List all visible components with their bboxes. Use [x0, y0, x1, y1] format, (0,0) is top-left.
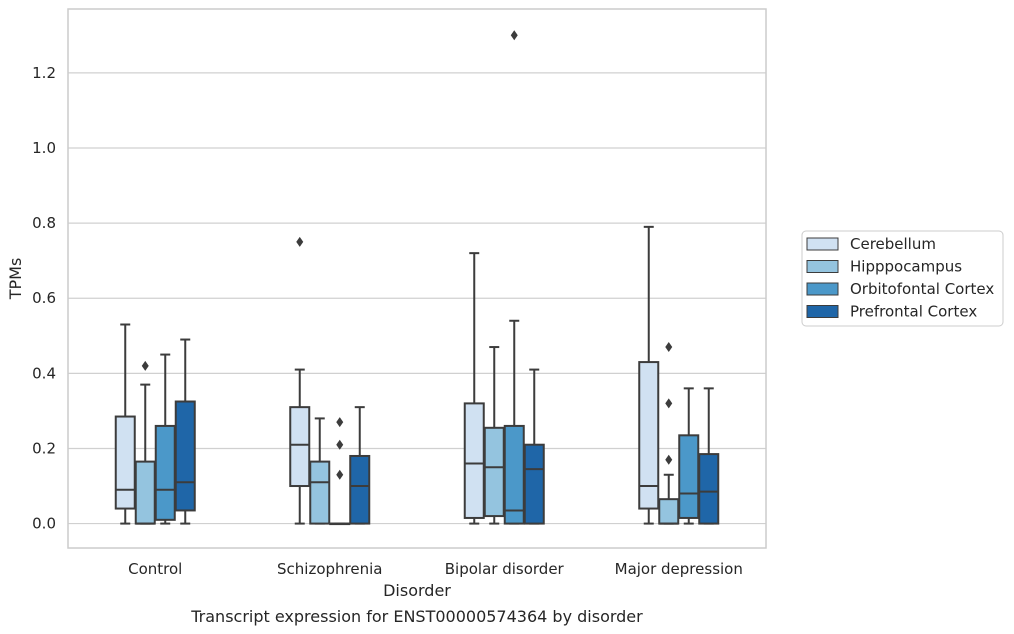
flier-point	[665, 342, 673, 353]
box-group	[114, 323, 136, 525]
box-group	[483, 346, 505, 525]
box-plot-boxes	[114, 30, 720, 526]
box-iqr	[154, 424, 176, 521]
box-iqr	[309, 460, 331, 525]
legend-label: Orbitofontal Cortex	[850, 280, 994, 298]
box-group	[523, 368, 545, 525]
legend-swatch	[806, 260, 839, 273]
x-tick-label: Control	[128, 560, 182, 578]
y-tick-label: 0.6	[32, 289, 56, 307]
flier-point	[296, 236, 304, 247]
box-group	[289, 236, 311, 525]
legend-label: Cerebellum	[850, 235, 936, 253]
x-axis-ticks: Control Schizophrenia Bipolar disorder Majo…	[128, 560, 743, 578]
box-group	[134, 360, 156, 525]
x-tick-label: Bipolar disorder	[445, 560, 565, 578]
box-iqr	[658, 498, 680, 525]
y-axis-title: TPMs	[6, 258, 25, 301]
box-iqr	[698, 453, 720, 525]
legend-label: Prefrontal Cortex	[850, 303, 977, 321]
box-group	[503, 30, 525, 525]
box-iqr	[349, 454, 371, 525]
box-group	[698, 387, 720, 525]
y-tick-label: 1.2	[32, 64, 56, 82]
y-tick-label: 0.0	[32, 515, 56, 533]
flier-point	[665, 454, 673, 465]
x-axis-title: Disorder	[383, 581, 451, 600]
box-iqr	[463, 402, 485, 519]
box-iqr	[134, 460, 156, 525]
chart-caption: Transcript expression for ENST0000057436…	[190, 607, 643, 626]
legend-swatch	[806, 282, 839, 296]
flier-point	[336, 439, 344, 450]
y-tick-label: 0.2	[32, 439, 56, 457]
y-tick-label: 0.4	[32, 364, 56, 382]
legend: Cerebellum Hipppocampus Orbitofontal Corte…	[801, 230, 1004, 327]
box-iqr	[678, 434, 700, 519]
plot-frame	[67, 8, 767, 549]
box-iqr	[289, 406, 311, 488]
box-iqr	[503, 424, 525, 525]
flier-point	[510, 30, 518, 41]
legend-swatch	[806, 237, 839, 251]
y-tick-label: 1.0	[32, 139, 56, 157]
box-group	[658, 342, 680, 525]
box-iqr	[174, 400, 196, 512]
y-tick-label: 0.8	[32, 214, 56, 232]
box-iqr	[638, 361, 660, 510]
x-tick-label: Schizophrenia	[277, 560, 382, 578]
box-group	[154, 353, 176, 525]
box-group	[349, 406, 371, 525]
x-tick-label: Major depression	[615, 560, 743, 578]
box-group	[638, 225, 660, 525]
legend-swatch	[806, 305, 839, 318]
box-group	[678, 387, 700, 525]
box-iqr	[523, 443, 545, 525]
legend-box	[801, 230, 1004, 327]
y-axis-ticks: 0.0 0.2 0.4 0.6 0.8 1.0 1.2	[32, 64, 56, 533]
box-iqr	[114, 415, 136, 510]
box-group	[309, 417, 331, 525]
legend-label: Hipppocampus	[850, 258, 962, 276]
flier-point	[665, 398, 673, 409]
box-group	[174, 338, 196, 525]
flier-point	[141, 360, 149, 371]
box-iqr	[483, 426, 505, 518]
box-group	[463, 252, 485, 525]
flier-point	[336, 417, 344, 428]
box-group	[329, 417, 351, 526]
flier-point	[336, 469, 344, 480]
